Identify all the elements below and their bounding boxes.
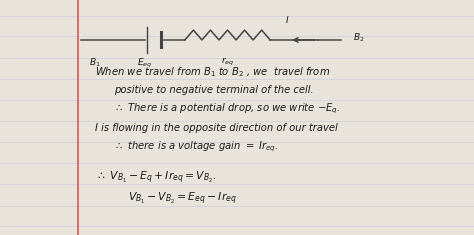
Text: When we travel from $B_1$ to $B_2$ , we  travel from: When we travel from $B_1$ to $B_2$ , we … [95,65,330,78]
Text: $B_2$: $B_2$ [353,31,365,44]
Text: $I$: $I$ [284,14,289,25]
Text: $V_{B_1} - V_{B_2} = E_{eq} - Ir_{eq}$: $V_{B_1} - V_{B_2} = E_{eq} - Ir_{eq}$ [128,190,237,207]
Text: positive to negative terminal of the cell.: positive to negative terminal of the cel… [114,86,313,95]
Text: $B_1$: $B_1$ [89,56,100,69]
Text: I is flowing in the opposite direction of our travel: I is flowing in the opposite direction o… [95,123,337,133]
Text: $\therefore$ there is a voltage gain $=$ $Ir_{eq}$.: $\therefore$ there is a voltage gain $=$… [114,140,278,154]
Text: $r_{eq}$: $r_{eq}$ [221,56,234,68]
Text: $E_{eq}$: $E_{eq}$ [137,56,152,70]
Text: $\therefore$ $V_{B_1} - E_q + Ir_{eq} = V_{B_2}$.: $\therefore$ $V_{B_1} - E_q + Ir_{eq} = … [95,169,216,186]
Text: $\therefore$ There is a potential drop, so we write $-E_q$.: $\therefore$ There is a potential drop, … [114,102,340,117]
